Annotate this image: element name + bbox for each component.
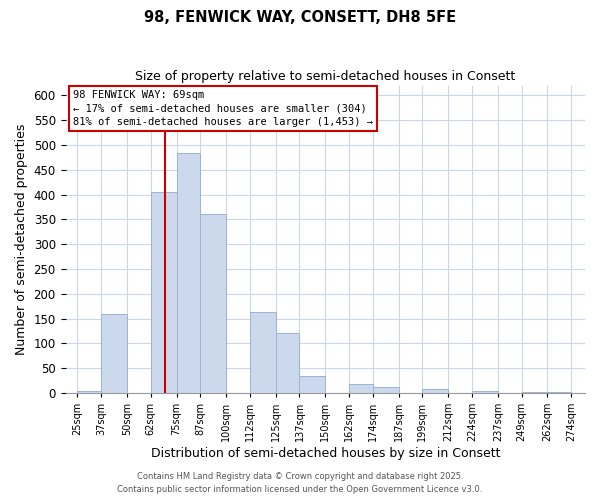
Bar xyxy=(151,192,176,393)
Bar xyxy=(200,214,226,393)
Text: 98 FENWICK WAY: 69sqm
← 17% of semi-detached houses are smaller (304)
81% of sem: 98 FENWICK WAY: 69sqm ← 17% of semi-deta… xyxy=(73,90,373,126)
Bar xyxy=(521,392,547,393)
Bar xyxy=(250,312,275,393)
Bar xyxy=(422,389,448,393)
Bar xyxy=(472,391,498,393)
Bar xyxy=(373,386,398,393)
Bar xyxy=(547,392,571,393)
Text: Contains HM Land Registry data © Crown copyright and database right 2025.
Contai: Contains HM Land Registry data © Crown c… xyxy=(118,472,482,494)
Bar xyxy=(101,314,127,393)
Bar xyxy=(77,390,101,393)
Bar xyxy=(275,332,299,393)
Text: 98, FENWICK WAY, CONSETT, DH8 5FE: 98, FENWICK WAY, CONSETT, DH8 5FE xyxy=(144,10,456,25)
Title: Size of property relative to semi-detached houses in Consett: Size of property relative to semi-detach… xyxy=(135,70,515,83)
Bar xyxy=(299,376,325,393)
Y-axis label: Number of semi-detached properties: Number of semi-detached properties xyxy=(15,124,28,355)
X-axis label: Distribution of semi-detached houses by size in Consett: Distribution of semi-detached houses by … xyxy=(151,447,500,460)
Bar xyxy=(176,152,200,393)
Bar xyxy=(349,384,373,393)
